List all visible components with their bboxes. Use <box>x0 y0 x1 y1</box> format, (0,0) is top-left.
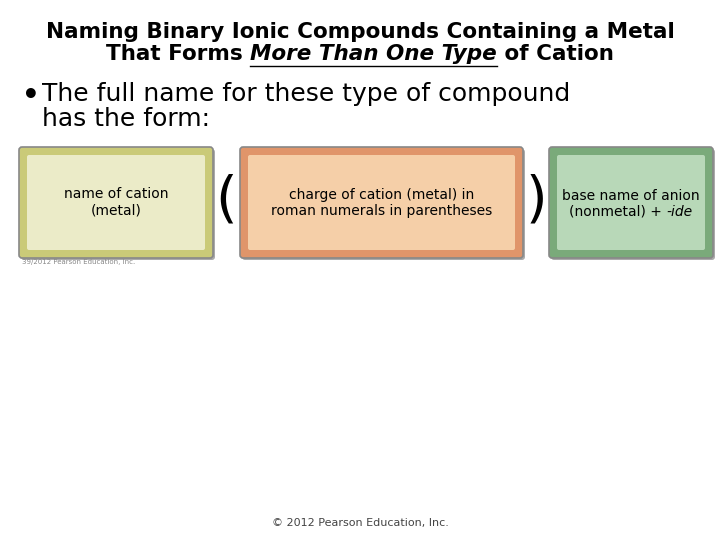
Text: (: ( <box>216 173 238 227</box>
Text: © 2012 Pearson Education, Inc.: © 2012 Pearson Education, Inc. <box>271 518 449 528</box>
Text: ): ) <box>525 173 546 227</box>
Text: The full name for these type of compound: The full name for these type of compound <box>42 82 570 106</box>
FancyBboxPatch shape <box>557 155 705 250</box>
FancyBboxPatch shape <box>248 155 515 250</box>
FancyBboxPatch shape <box>21 149 215 260</box>
FancyBboxPatch shape <box>19 147 213 258</box>
Text: (nonmetal) +: (nonmetal) + <box>570 205 667 219</box>
FancyBboxPatch shape <box>551 149 715 260</box>
FancyBboxPatch shape <box>240 147 523 258</box>
FancyBboxPatch shape <box>27 155 205 250</box>
Text: name of cation
(metal): name of cation (metal) <box>64 187 168 218</box>
Text: of Cation: of Cation <box>497 44 614 64</box>
Text: roman numerals in parentheses: roman numerals in parentheses <box>271 205 492 219</box>
Text: 39/2012 Pearson Education, Inc.: 39/2012 Pearson Education, Inc. <box>22 259 135 265</box>
FancyBboxPatch shape <box>549 147 713 258</box>
Text: That Forms: That Forms <box>106 44 251 64</box>
Text: Naming Binary Ionic Compounds Containing a Metal: Naming Binary Ionic Compounds Containing… <box>45 22 675 42</box>
Text: •: • <box>22 82 40 110</box>
Text: charge of cation (metal) in: charge of cation (metal) in <box>289 188 474 202</box>
Text: has the form:: has the form: <box>42 107 210 131</box>
Text: -ide: -ide <box>667 205 693 219</box>
FancyBboxPatch shape <box>242 149 525 260</box>
Text: base name of anion: base name of anion <box>562 188 700 202</box>
Text: More Than One Type: More Than One Type <box>251 44 497 64</box>
